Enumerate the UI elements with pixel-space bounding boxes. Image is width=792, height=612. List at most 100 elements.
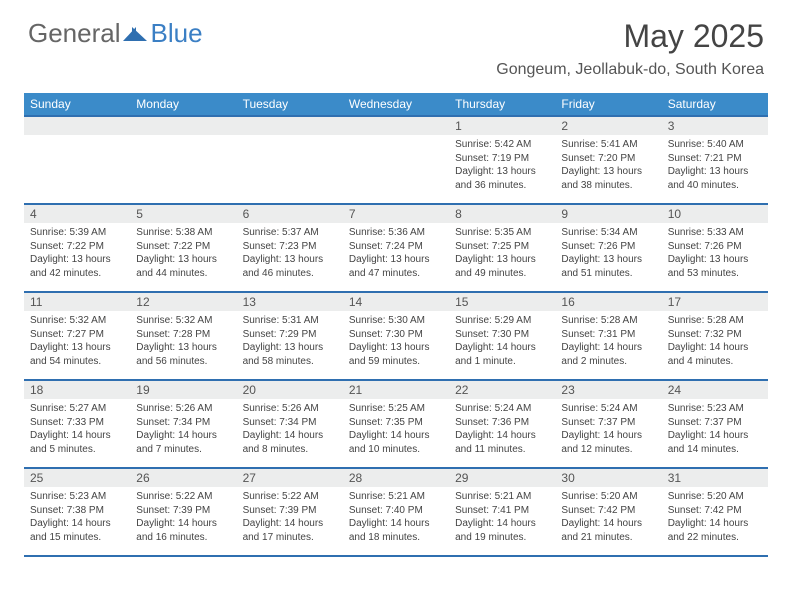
day-body: Sunrise: 5:31 AMSunset: 7:29 PMDaylight:…: [237, 311, 343, 372]
day-number: 17: [662, 293, 768, 311]
calendar-day-cell: 12Sunrise: 5:32 AMSunset: 7:28 PMDayligh…: [130, 292, 236, 380]
calendar-day-cell: [24, 116, 130, 204]
calendar-day-cell: 13Sunrise: 5:31 AMSunset: 7:29 PMDayligh…: [237, 292, 343, 380]
day-number: 30: [555, 469, 661, 487]
calendar-day-cell: 31Sunrise: 5:20 AMSunset: 7:42 PMDayligh…: [662, 468, 768, 556]
day-number: 20: [237, 381, 343, 399]
day-number: 9: [555, 205, 661, 223]
day-body: Sunrise: 5:23 AMSunset: 7:38 PMDaylight:…: [24, 487, 130, 548]
day-body: Sunrise: 5:26 AMSunset: 7:34 PMDaylight:…: [130, 399, 236, 460]
day-number: 13: [237, 293, 343, 311]
day-number: 15: [449, 293, 555, 311]
calendar-day-cell: 6Sunrise: 5:37 AMSunset: 7:23 PMDaylight…: [237, 204, 343, 292]
day-body: Sunrise: 5:32 AMSunset: 7:27 PMDaylight:…: [24, 311, 130, 372]
calendar-day-cell: [237, 116, 343, 204]
calendar-day-cell: 2Sunrise: 5:41 AMSunset: 7:20 PMDaylight…: [555, 116, 661, 204]
day-header: Sunday: [24, 93, 130, 116]
calendar-day-cell: [343, 116, 449, 204]
day-number: 29: [449, 469, 555, 487]
day-number: 28: [343, 469, 449, 487]
day-number: 19: [130, 381, 236, 399]
location: Gongeum, Jeollabuk-do, South Korea: [496, 61, 764, 79]
day-number: 4: [24, 205, 130, 223]
day-body: Sunrise: 5:21 AMSunset: 7:41 PMDaylight:…: [449, 487, 555, 548]
day-body: Sunrise: 5:33 AMSunset: 7:26 PMDaylight:…: [662, 223, 768, 284]
day-header: Monday: [130, 93, 236, 116]
calendar-day-cell: 11Sunrise: 5:32 AMSunset: 7:27 PMDayligh…: [24, 292, 130, 380]
calendar-day-cell: 7Sunrise: 5:36 AMSunset: 7:24 PMDaylight…: [343, 204, 449, 292]
calendar-day-cell: 8Sunrise: 5:35 AMSunset: 7:25 PMDaylight…: [449, 204, 555, 292]
calendar-day-cell: 24Sunrise: 5:23 AMSunset: 7:37 PMDayligh…: [662, 380, 768, 468]
day-header: Thursday: [449, 93, 555, 116]
day-body: Sunrise: 5:24 AMSunset: 7:37 PMDaylight:…: [555, 399, 661, 460]
day-body: Sunrise: 5:26 AMSunset: 7:34 PMDaylight:…: [237, 399, 343, 460]
calendar-day-cell: 3Sunrise: 5:40 AMSunset: 7:21 PMDaylight…: [662, 116, 768, 204]
title-block: May 2025 Gongeum, Jeollabuk-do, South Ko…: [496, 18, 764, 79]
day-number: [237, 117, 343, 135]
calendar-week-row: 1Sunrise: 5:42 AMSunset: 7:19 PMDaylight…: [24, 116, 768, 204]
day-number: 18: [24, 381, 130, 399]
calendar-day-cell: 19Sunrise: 5:26 AMSunset: 7:34 PMDayligh…: [130, 380, 236, 468]
day-body: Sunrise: 5:24 AMSunset: 7:36 PMDaylight:…: [449, 399, 555, 460]
day-body: Sunrise: 5:42 AMSunset: 7:19 PMDaylight:…: [449, 135, 555, 196]
day-number: 27: [237, 469, 343, 487]
calendar-day-cell: 25Sunrise: 5:23 AMSunset: 7:38 PMDayligh…: [24, 468, 130, 556]
day-body: Sunrise: 5:39 AMSunset: 7:22 PMDaylight:…: [24, 223, 130, 284]
day-number: 31: [662, 469, 768, 487]
calendar-day-cell: 10Sunrise: 5:33 AMSunset: 7:26 PMDayligh…: [662, 204, 768, 292]
day-body: Sunrise: 5:20 AMSunset: 7:42 PMDaylight:…: [662, 487, 768, 548]
logo-icon: [123, 23, 149, 41]
calendar-day-cell: 15Sunrise: 5:29 AMSunset: 7:30 PMDayligh…: [449, 292, 555, 380]
day-header: Wednesday: [343, 93, 449, 116]
day-number: 24: [662, 381, 768, 399]
day-body: Sunrise: 5:36 AMSunset: 7:24 PMDaylight:…: [343, 223, 449, 284]
day-number: 25: [24, 469, 130, 487]
calendar-day-cell: 14Sunrise: 5:30 AMSunset: 7:30 PMDayligh…: [343, 292, 449, 380]
day-header: Saturday: [662, 93, 768, 116]
calendar-day-cell: 26Sunrise: 5:22 AMSunset: 7:39 PMDayligh…: [130, 468, 236, 556]
calendar-day-cell: 5Sunrise: 5:38 AMSunset: 7:22 PMDaylight…: [130, 204, 236, 292]
day-number: 14: [343, 293, 449, 311]
calendar-day-cell: 21Sunrise: 5:25 AMSunset: 7:35 PMDayligh…: [343, 380, 449, 468]
calendar-day-cell: 9Sunrise: 5:34 AMSunset: 7:26 PMDaylight…: [555, 204, 661, 292]
calendar-day-cell: 4Sunrise: 5:39 AMSunset: 7:22 PMDaylight…: [24, 204, 130, 292]
day-body: Sunrise: 5:25 AMSunset: 7:35 PMDaylight:…: [343, 399, 449, 460]
calendar-week-row: 11Sunrise: 5:32 AMSunset: 7:27 PMDayligh…: [24, 292, 768, 380]
day-number: 5: [130, 205, 236, 223]
calendar-day-cell: 27Sunrise: 5:22 AMSunset: 7:39 PMDayligh…: [237, 468, 343, 556]
calendar-day-cell: 29Sunrise: 5:21 AMSunset: 7:41 PMDayligh…: [449, 468, 555, 556]
day-body: Sunrise: 5:34 AMSunset: 7:26 PMDaylight:…: [555, 223, 661, 284]
calendar-day-cell: 1Sunrise: 5:42 AMSunset: 7:19 PMDaylight…: [449, 116, 555, 204]
calendar-day-cell: 30Sunrise: 5:20 AMSunset: 7:42 PMDayligh…: [555, 468, 661, 556]
day-body: Sunrise: 5:29 AMSunset: 7:30 PMDaylight:…: [449, 311, 555, 372]
day-number: 7: [343, 205, 449, 223]
day-body: Sunrise: 5:27 AMSunset: 7:33 PMDaylight:…: [24, 399, 130, 460]
calendar-day-cell: [130, 116, 236, 204]
day-number: 10: [662, 205, 768, 223]
day-body: Sunrise: 5:40 AMSunset: 7:21 PMDaylight:…: [662, 135, 768, 196]
calendar-table: SundayMondayTuesdayWednesdayThursdayFrid…: [24, 93, 768, 557]
day-number: 2: [555, 117, 661, 135]
month-title: May 2025: [496, 18, 764, 55]
logo-text-general: General: [28, 18, 121, 49]
calendar-day-cell: 20Sunrise: 5:26 AMSunset: 7:34 PMDayligh…: [237, 380, 343, 468]
day-number: 3: [662, 117, 768, 135]
day-body: Sunrise: 5:20 AMSunset: 7:42 PMDaylight:…: [555, 487, 661, 548]
day-number: 22: [449, 381, 555, 399]
calendar-week-row: 4Sunrise: 5:39 AMSunset: 7:22 PMDaylight…: [24, 204, 768, 292]
day-number: 6: [237, 205, 343, 223]
day-body: Sunrise: 5:23 AMSunset: 7:37 PMDaylight:…: [662, 399, 768, 460]
day-number: 21: [343, 381, 449, 399]
day-number: 16: [555, 293, 661, 311]
day-number: 11: [24, 293, 130, 311]
day-number: 26: [130, 469, 236, 487]
day-body: Sunrise: 5:21 AMSunset: 7:40 PMDaylight:…: [343, 487, 449, 548]
logo-text-blue: Blue: [151, 18, 203, 49]
day-number: 23: [555, 381, 661, 399]
day-number: 1: [449, 117, 555, 135]
day-body: Sunrise: 5:37 AMSunset: 7:23 PMDaylight:…: [237, 223, 343, 284]
calendar-day-cell: 28Sunrise: 5:21 AMSunset: 7:40 PMDayligh…: [343, 468, 449, 556]
day-header: Tuesday: [237, 93, 343, 116]
day-body: Sunrise: 5:22 AMSunset: 7:39 PMDaylight:…: [130, 487, 236, 548]
day-body: Sunrise: 5:22 AMSunset: 7:39 PMDaylight:…: [237, 487, 343, 548]
